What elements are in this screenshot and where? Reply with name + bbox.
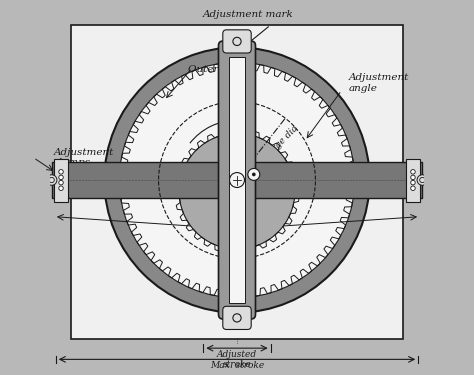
Bar	[406, 159, 420, 201]
Circle shape	[411, 175, 415, 180]
Text: Adjustment
clamps: Adjustment clamps	[54, 148, 114, 167]
FancyBboxPatch shape	[223, 30, 251, 53]
FancyBboxPatch shape	[223, 306, 251, 330]
Text: Outer gear: Outer gear	[189, 65, 246, 74]
Text: Adjustment mark: Adjustment mark	[203, 10, 293, 20]
Bar	[71, 25, 403, 339]
Circle shape	[59, 170, 63, 174]
Circle shape	[179, 134, 295, 249]
Polygon shape	[104, 47, 370, 313]
Circle shape	[59, 175, 63, 180]
Circle shape	[59, 186, 63, 190]
Circle shape	[119, 62, 355, 298]
Text: Large dia: Large dia	[263, 124, 301, 161]
Circle shape	[411, 186, 415, 190]
Circle shape	[46, 175, 57, 185]
Text: Max. stroke: Max. stroke	[210, 361, 264, 370]
Circle shape	[411, 180, 415, 185]
Bar	[229, 57, 245, 303]
Circle shape	[229, 172, 245, 188]
Text: Adjusted
stroke: Adjusted stroke	[217, 350, 257, 369]
Text: Adjustment
angle: Adjustment angle	[349, 73, 410, 93]
Circle shape	[411, 170, 415, 174]
FancyBboxPatch shape	[219, 41, 255, 319]
Circle shape	[59, 180, 63, 185]
Circle shape	[252, 172, 255, 176]
Bar	[54, 159, 68, 201]
Bar	[52, 162, 422, 198]
Circle shape	[417, 175, 428, 185]
Circle shape	[248, 168, 260, 180]
